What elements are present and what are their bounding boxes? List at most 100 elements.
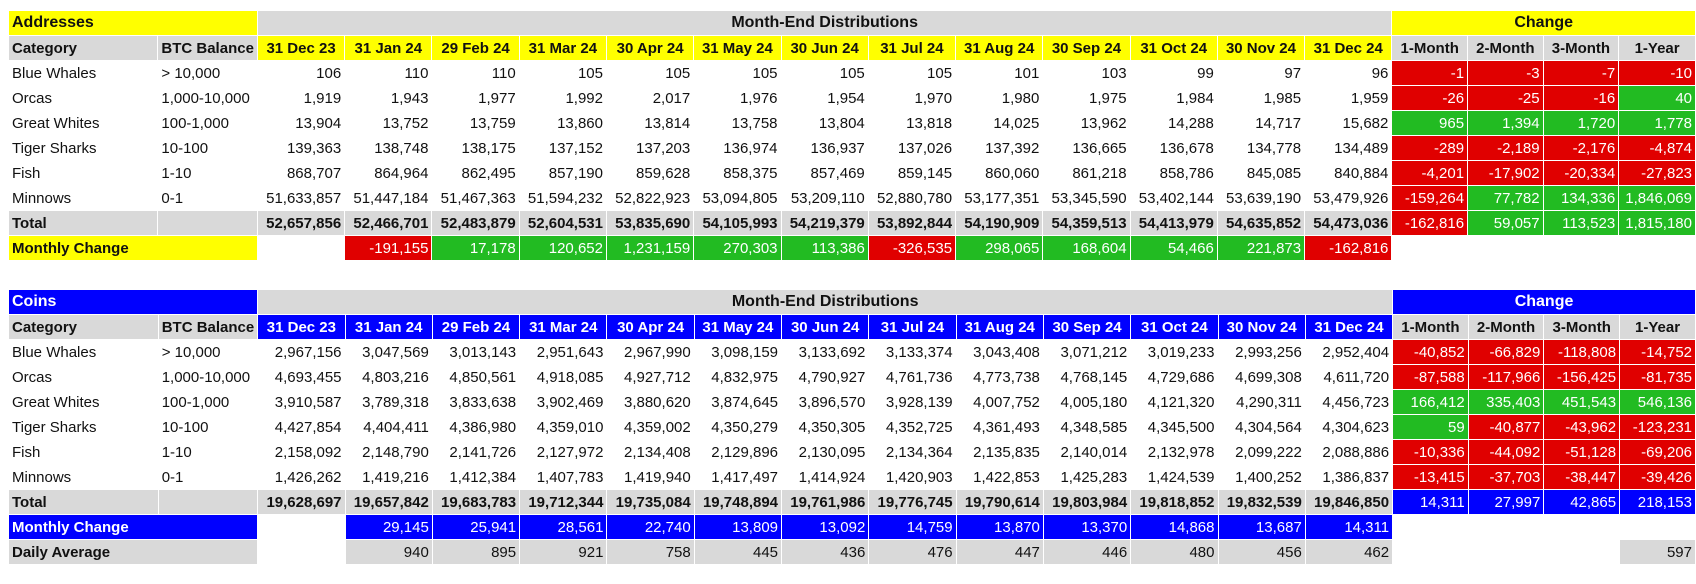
btc-balance-label: > 10,000	[161, 343, 221, 361]
date-header: 31 Aug 24	[956, 315, 1043, 339]
value-cell: 4,427,854	[274, 418, 342, 436]
total-value: 19,832,539	[1218, 490, 1305, 514]
value-cell: 859,145	[897, 164, 953, 182]
total-change: 1,815,180	[1619, 211, 1695, 235]
section-title: Addresses	[9, 11, 257, 35]
change-cell: 1,720	[1543, 111, 1619, 135]
value-cell: 2,132,978	[1147, 443, 1215, 461]
total-change: 27,997	[1468, 490, 1544, 514]
value-cell: 134,778	[1246, 139, 1302, 157]
btc-balance-label: 100-1,000	[161, 114, 229, 132]
total-row: Total 52,657,856 52,466,701 52,483,879 52,60…	[9, 211, 1695, 235]
change-cell: -44,092	[1468, 440, 1544, 464]
monthly-change-value: 113,386	[781, 236, 868, 260]
monthly-change-label: Monthly Change	[9, 236, 257, 260]
change-cell: -10,336	[1393, 440, 1468, 464]
date-header: 31 Dec 24	[1305, 315, 1393, 339]
value-cell: 110	[491, 64, 516, 82]
daily-average-value: 462	[1305, 540, 1393, 564]
total-value: 19,818,852	[1131, 490, 1218, 514]
change-cell: -25	[1468, 86, 1543, 110]
change-cell: 546,136	[1620, 390, 1695, 414]
value-cell: 13,804	[818, 114, 865, 132]
change-cell: -81,735	[1620, 365, 1695, 389]
value-cell: 3,133,374	[885, 343, 953, 361]
change-cell: -40,852	[1393, 340, 1468, 364]
empty-cell	[1620, 515, 1695, 539]
value-cell: 4,304,623	[1322, 418, 1390, 436]
monthly-change-value: 120,652	[519, 236, 606, 260]
value-cell: 1,977	[478, 89, 516, 107]
empty-cell	[1468, 540, 1544, 564]
category-label: Orcas	[12, 89, 53, 107]
value-cell: 857,469	[810, 164, 865, 182]
value-cell: 1,419,940	[623, 468, 691, 486]
value-cell: 13,818	[906, 114, 953, 132]
change-header: 3-Month	[1543, 36, 1619, 60]
value-cell: 2,099,222	[1235, 443, 1302, 461]
value-cell: 1,976	[739, 89, 778, 107]
value-cell: 3,902,469	[536, 393, 604, 411]
btc-balance-header: BTC Balance	[158, 36, 257, 60]
monthly-change-value: 14,311	[1305, 515, 1393, 539]
empty-cell	[1619, 236, 1695, 260]
value-cell: 2,134,364	[885, 443, 953, 461]
empty-cell	[1543, 236, 1619, 260]
value-cell: 1,419,216	[362, 468, 429, 486]
value-cell: 53,177,351	[964, 189, 1040, 207]
value-cell: 134,489	[1334, 139, 1389, 157]
daily-average-value: 476	[869, 540, 956, 564]
date-header: 30 Sep 24	[1043, 36, 1130, 60]
category-label: Fish	[12, 164, 41, 182]
value-cell: 52,822,923	[615, 189, 691, 207]
monthly-change-value: 17,178	[432, 236, 519, 260]
empty-cell	[1544, 540, 1620, 564]
value-cell: 1,426,262	[274, 468, 342, 486]
daily-average-value: 921	[520, 540, 607, 564]
date-header: 31 Jul 24	[868, 36, 956, 60]
value-cell: 4,850,561	[449, 368, 517, 386]
category-label: Blue Whales	[12, 343, 97, 361]
table-row: Great Whites 100-1,000 3,910,587 3,789,318 3…	[9, 390, 1695, 414]
value-cell: 13,758	[731, 114, 778, 132]
value-cell: 4,005,180	[1060, 393, 1128, 411]
value-cell: 105	[665, 64, 691, 82]
total-change: 14,311	[1393, 490, 1468, 514]
daily-average-value: 940	[345, 540, 432, 564]
change-cell: -156,425	[1544, 365, 1620, 389]
value-cell: 13,904	[295, 114, 342, 132]
daily-average-value: 446	[1043, 540, 1131, 564]
table-row: Orcas 1,000-10,000 1,919 1,943 1,977 1,992 2,0…	[9, 86, 1695, 110]
value-cell: 103	[1101, 64, 1127, 82]
value-cell: 1,412,384	[449, 468, 517, 486]
value-cell: 1,992	[565, 89, 603, 107]
date-header: 30 Nov 24	[1217, 36, 1305, 60]
value-cell: 1,975	[1089, 89, 1127, 107]
value-cell: 1,980	[1001, 89, 1040, 107]
change-cell: -51,128	[1544, 440, 1620, 464]
value-cell: 53,639,190	[1226, 189, 1302, 207]
total-value: 19,748,894	[694, 490, 782, 514]
header-row: Category BTC Balance 31 Dec 23 31 Jan 24 29 …	[9, 36, 1695, 60]
date-header: 31 May 24	[694, 315, 782, 339]
monthly-change-value: 13,870	[956, 515, 1043, 539]
change-cell: -17,902	[1468, 161, 1543, 185]
value-cell: 858,375	[723, 164, 778, 182]
date-header: 31 Aug 24	[956, 36, 1043, 60]
value-cell: 3,043,408	[973, 343, 1040, 361]
section-title: Coins	[9, 290, 258, 314]
value-cell: 105	[577, 64, 603, 82]
table-row: Minnows 0-1 1,426,262 1,419,216 1,412,384 1,4…	[9, 465, 1695, 489]
distribution-title: Month-End Distributions	[258, 290, 1393, 314]
monthly-change-value: 29,145	[345, 515, 432, 539]
date-header: 31 Dec 23	[258, 315, 345, 339]
monthly-change-value: 298,065	[956, 236, 1043, 260]
total-spacer	[158, 490, 258, 514]
change-cell: -69,206	[1620, 440, 1695, 464]
value-cell: 51,594,232	[527, 189, 603, 207]
value-cell: 4,404,411	[363, 418, 429, 436]
total-value: 19,683,783	[432, 490, 520, 514]
header-row: Category BTC Balance 31 Dec 23 31 Jan 24 29 …	[9, 315, 1695, 339]
total-value: 19,657,842	[345, 490, 432, 514]
value-cell: 136,678	[1159, 139, 1214, 157]
